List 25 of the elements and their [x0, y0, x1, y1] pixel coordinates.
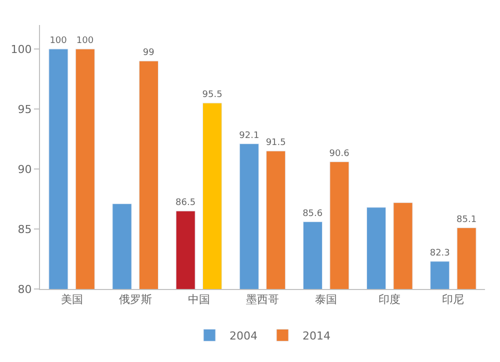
x-tick-label: 印度 — [378, 293, 401, 306]
y-tick-label: 80 — [18, 282, 32, 296]
legend-label: 2004 — [230, 329, 258, 342]
data-label: 86.5 — [176, 198, 196, 208]
y-tick-label: 100 — [10, 42, 32, 56]
data-label: 92.1 — [239, 130, 260, 141]
data-label: 85.6 — [302, 208, 323, 219]
y-tick-label: 95 — [18, 102, 32, 116]
data-label: 82.3 — [430, 248, 450, 258]
y-tick-label: 90 — [18, 162, 32, 176]
x-tick-label: 墨西哥 — [246, 293, 279, 306]
x-tick-label: 中国 — [188, 293, 210, 306]
y-tick-label: 85 — [18, 222, 32, 236]
legend-label: 2014 — [302, 329, 330, 342]
data-label: 100 — [50, 36, 68, 46]
x-tick-label: 印尼 — [442, 293, 464, 306]
data-label: 91.5 — [266, 138, 286, 148]
data-label: 90.6 — [329, 148, 350, 159]
data-label: 100 — [76, 36, 94, 46]
data-label: 85.1 — [456, 214, 477, 225]
data-label: 95.5 — [202, 90, 222, 100]
data-label: 99 — [142, 48, 155, 58]
x-tick-label: 俄罗斯 — [118, 293, 152, 306]
x-tick-label: 美国 — [60, 293, 83, 306]
x-tick-label: 泰国 — [315, 293, 338, 306]
